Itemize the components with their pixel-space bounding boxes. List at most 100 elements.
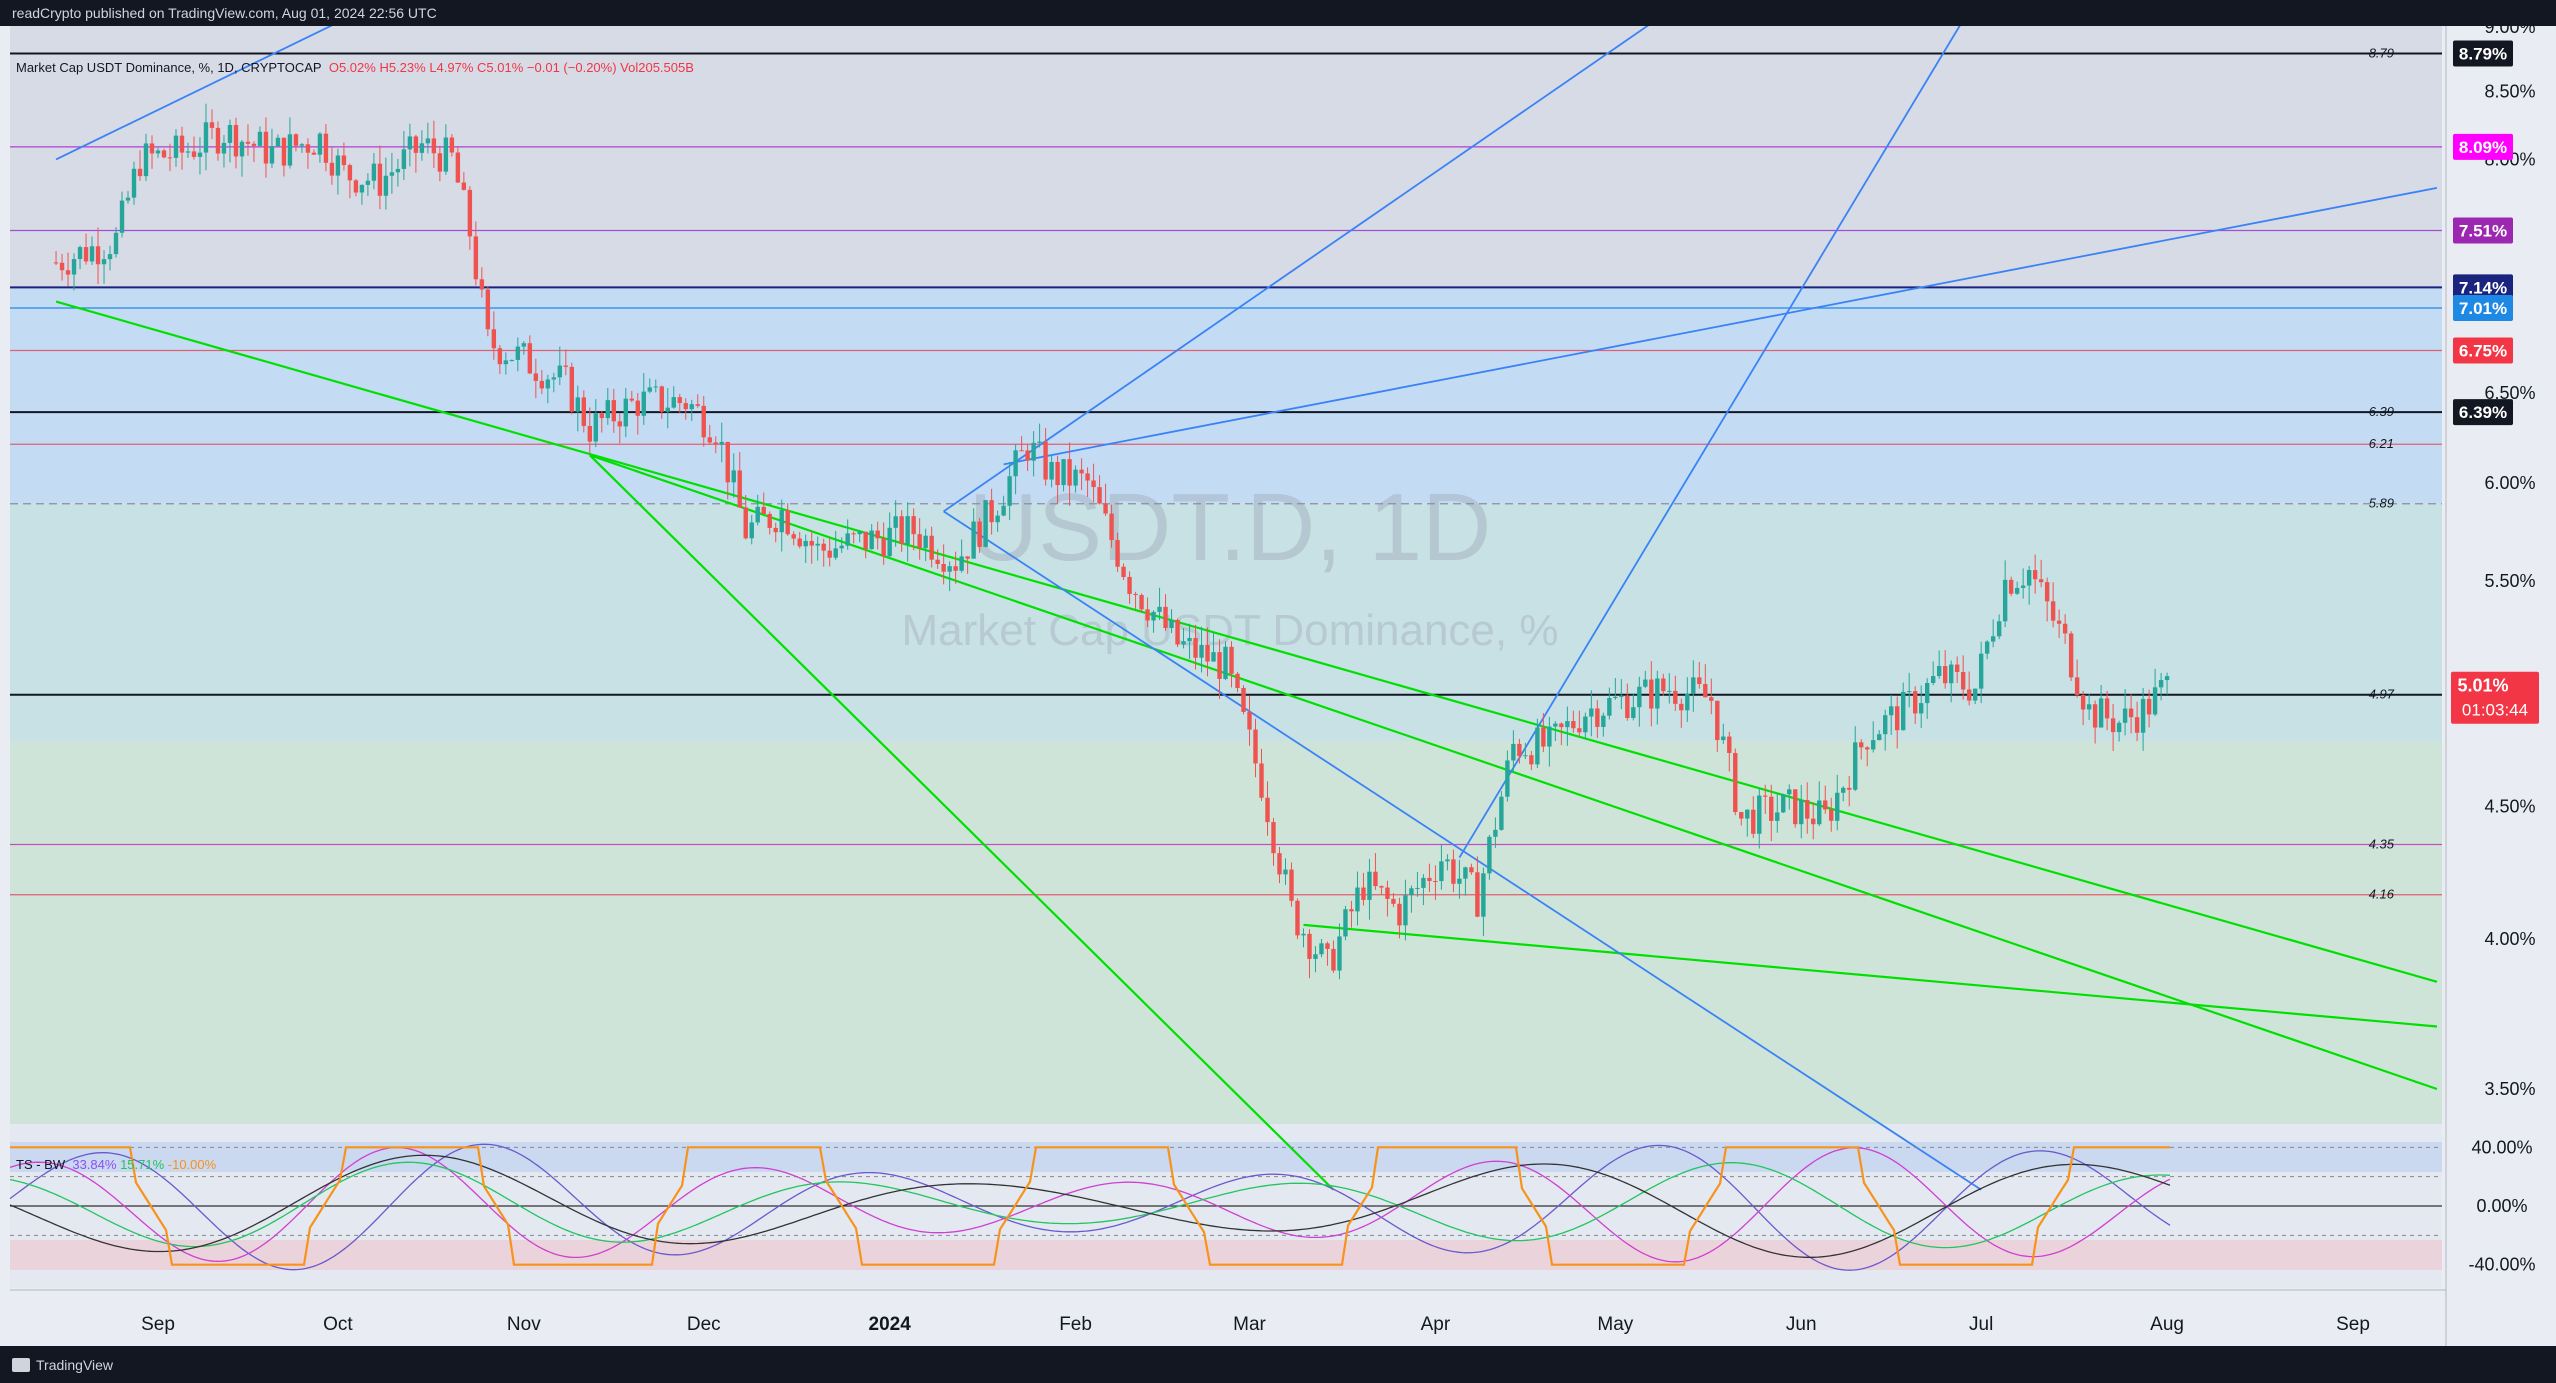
candle-body-208 [1301, 933, 1306, 936]
candle-body-218 [1361, 887, 1366, 900]
candle-body-18 [161, 150, 167, 158]
band-1 [10, 287, 2442, 504]
candle-body-142 [905, 516, 910, 544]
candle-body-318 [1960, 672, 1966, 690]
candle-body-3 [71, 259, 77, 275]
candle-body-242 [1505, 760, 1510, 797]
level-tag-9: 4.97 [2369, 687, 2395, 702]
candle-body-238 [1481, 873, 1486, 917]
candle-body-176 [1109, 513, 1114, 541]
candle-body-230 [1433, 881, 1438, 883]
candle-body-259 [1607, 698, 1612, 716]
candle-body-130 [833, 548, 838, 558]
candle-body-171 [1079, 469, 1084, 474]
candle-body-289 [1787, 789, 1792, 795]
candlesticks [53, 103, 2170, 980]
candle-body-220 [1373, 871, 1378, 887]
candle-body-48 [341, 155, 347, 166]
ind-series-1 [9, 1146, 2171, 1263]
candle-body-326 [2008, 579, 2014, 594]
x-tick-10: Jul [1969, 1314, 1993, 1335]
candle-body-161 [1019, 450, 1024, 452]
candle-body-292 [1805, 800, 1810, 819]
candle-body-291 [1799, 800, 1804, 825]
candle-body-12 [125, 197, 131, 201]
candle-body-38 [281, 137, 287, 166]
candle-body-7 [95, 246, 101, 265]
candle-body-93 [611, 400, 616, 422]
trendlines[interactable] [55, 26, 2438, 1191]
candle-body-1 [59, 262, 65, 271]
candle-body-25 [203, 122, 209, 153]
candle-body-261 [1619, 695, 1624, 697]
candle-body-63 [431, 138, 437, 154]
candle-body-136 [869, 530, 874, 550]
candle-body-183 [1151, 611, 1156, 621]
chart-area[interactable]: USDT.D, 1D Market Cap USDT Dominance, % … [0, 26, 2556, 1346]
candle-body-245 [1523, 755, 1528, 757]
candle-body-189 [1187, 637, 1192, 642]
trendline-4 [55, 26, 333, 161]
candle-body-258 [1601, 715, 1606, 727]
x-tick-5: Feb [1059, 1314, 1092, 1335]
candle-body-350 [2152, 687, 2158, 715]
candle-body-160 [1013, 450, 1018, 477]
candle-body-210 [1313, 954, 1318, 959]
candle-body-244 [1517, 743, 1522, 757]
trendline-0 [55, 300, 2438, 983]
candle-body-104 [677, 397, 682, 404]
candle-body-241 [1499, 796, 1504, 830]
candle-body-328 [2020, 585, 2026, 588]
candle-body-250 [1553, 723, 1558, 727]
price-tag-0: 8.79% [2459, 45, 2507, 64]
candle-body-193 [1211, 652, 1216, 662]
candle-body-192 [1205, 644, 1210, 662]
time-axis[interactable]: Sep Oct Nov Dec 2024 Feb Mar Apr May Jun Jul Aug Sep [10, 1289, 2446, 1335]
candle-body-284 [1757, 795, 1762, 834]
candle-body-202 [1265, 797, 1270, 823]
candle-body-222 [1385, 887, 1390, 899]
level-tag-7: 6.21 [2369, 436, 2394, 451]
candle-body-280 [1733, 752, 1738, 813]
candle-body-282 [1745, 809, 1750, 819]
candle-body-233 [1451, 859, 1456, 884]
x-tick-6: Mar [1233, 1314, 1266, 1335]
price-tag-4: 7.01% [2459, 299, 2507, 318]
indicator-legend: TS - BW 33.84% 15.71% -10.00% [16, 1157, 216, 1172]
candle-body-257 [1595, 708, 1600, 727]
candle-body-181 [1139, 594, 1144, 610]
candle-body-116 [749, 522, 754, 539]
candle-body-155 [983, 500, 988, 547]
candle-body-246 [1529, 755, 1534, 765]
candle-body-159 [1007, 476, 1012, 506]
candle-body-226 [1409, 888, 1414, 896]
candle-body-59 [407, 136, 413, 150]
band-2 [10, 503, 2442, 741]
candle-body-335 [2062, 623, 2068, 634]
chart-svg[interactable]: USDT.D, 1D Market Cap USDT Dominance, % … [0, 26, 2556, 1346]
candle-body-235 [1463, 867, 1468, 879]
candle-body-100 [653, 386, 658, 388]
candle-body-196 [1229, 646, 1234, 674]
y-tick-3: 6.50% [2484, 383, 2535, 403]
candle-body-217 [1355, 887, 1360, 912]
candle-body-311 [1918, 703, 1924, 714]
candle-body-345 [2122, 708, 2128, 723]
candle-body-248 [1541, 727, 1546, 747]
candle-body-79 [527, 343, 533, 374]
candle-body-188 [1181, 641, 1186, 645]
tradingview-logo-icon [12, 1357, 30, 1372]
price-axis[interactable]: 9.00%8.50%8.00%6.50%6.00%5.50%4.50%4.00%… [2445, 26, 2556, 1346]
candle-body-209 [1307, 933, 1312, 959]
candle-body-308 [1901, 691, 1906, 731]
trendline-2 [589, 454, 1335, 1191]
candle-body-42 [305, 144, 311, 153]
candle-body-309 [1907, 691, 1912, 693]
candle-body-272 [1685, 693, 1690, 711]
candle-body-108 [701, 405, 706, 438]
candle-body-96 [629, 398, 634, 401]
candle-body-304 [1877, 734, 1882, 741]
candle-body-74 [497, 348, 503, 365]
candle-body-307 [1895, 706, 1900, 731]
candle-body-9 [107, 254, 113, 260]
